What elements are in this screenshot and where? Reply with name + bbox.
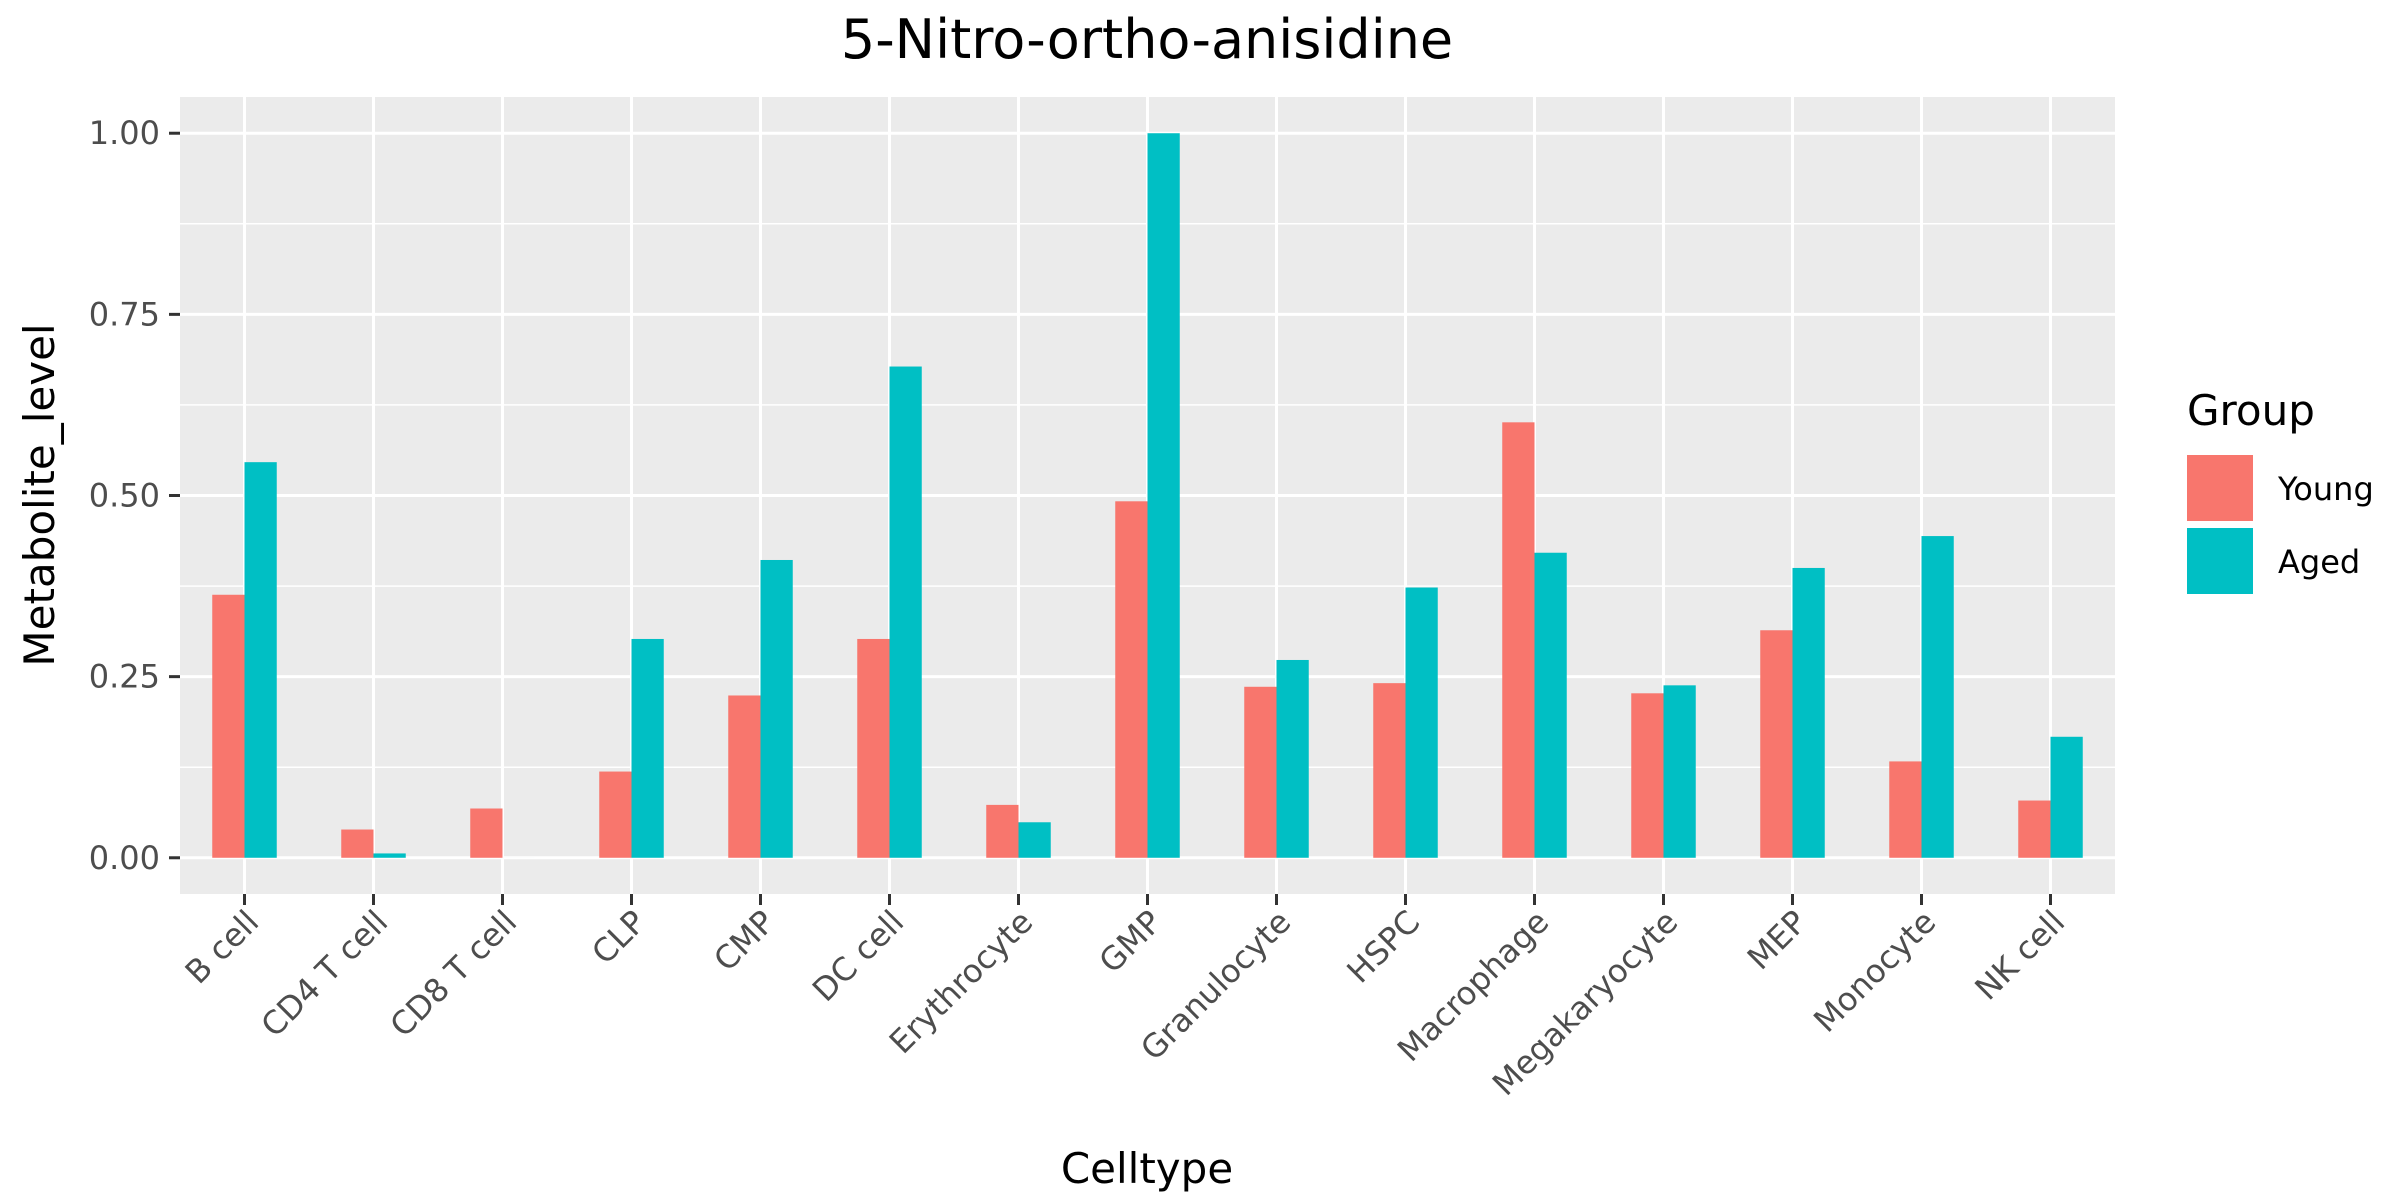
bar-young <box>728 695 761 858</box>
bar-aged <box>244 462 277 858</box>
bar-aged <box>631 638 664 858</box>
bar-young <box>857 638 890 858</box>
bar-aged <box>1018 822 1051 858</box>
bar-aged <box>1921 536 1954 858</box>
bar-young <box>1631 693 1664 858</box>
bar-young <box>1760 630 1793 858</box>
y-tick-label: 0.00 <box>89 839 160 877</box>
bars <box>212 133 2083 858</box>
bar-aged <box>1792 567 1825 858</box>
bar-young <box>986 804 1019 858</box>
bar-aged <box>1147 133 1180 858</box>
bar-aged <box>2050 736 2083 858</box>
y-tick-label: 0.25 <box>89 658 160 696</box>
legend-key-young <box>2187 455 2253 521</box>
bar-young <box>470 808 503 858</box>
bar-young <box>341 829 374 858</box>
legend: Group Young Aged <box>2187 386 2374 594</box>
bar-young <box>2018 800 2051 858</box>
bar-aged <box>1276 659 1309 858</box>
bar-young <box>1889 761 1922 858</box>
bar-aged <box>889 366 922 858</box>
y-tick-label: 1.00 <box>89 114 160 152</box>
legend-label-young: Young <box>2277 470 2374 508</box>
bar-aged <box>760 559 793 858</box>
bar-young <box>1244 686 1277 858</box>
y-axis-title: Metabolite_level <box>15 323 64 666</box>
chart-title: 5-Nitro-ortho-anisidine <box>841 8 1453 71</box>
bar-young <box>1115 501 1148 858</box>
bar-young <box>1373 683 1406 858</box>
y-tick-label: 0.75 <box>89 295 160 333</box>
bar-aged <box>1663 685 1696 858</box>
y-axis: 0.00 0.25 0.50 0.75 1.00 <box>89 114 180 877</box>
bar-young <box>212 594 245 858</box>
legend-title: Group <box>2187 386 2315 435</box>
legend-key-aged <box>2187 528 2253 594</box>
bar-aged <box>373 853 406 858</box>
bar-aged <box>1405 587 1438 858</box>
x-axis-title: Celltype <box>1061 1144 1233 1193</box>
bar-aged <box>1534 552 1567 858</box>
bar-young <box>1502 422 1535 858</box>
legend-label-aged: Aged <box>2278 543 2360 581</box>
y-tick-label: 0.50 <box>89 477 160 515</box>
bar-young <box>599 771 632 858</box>
